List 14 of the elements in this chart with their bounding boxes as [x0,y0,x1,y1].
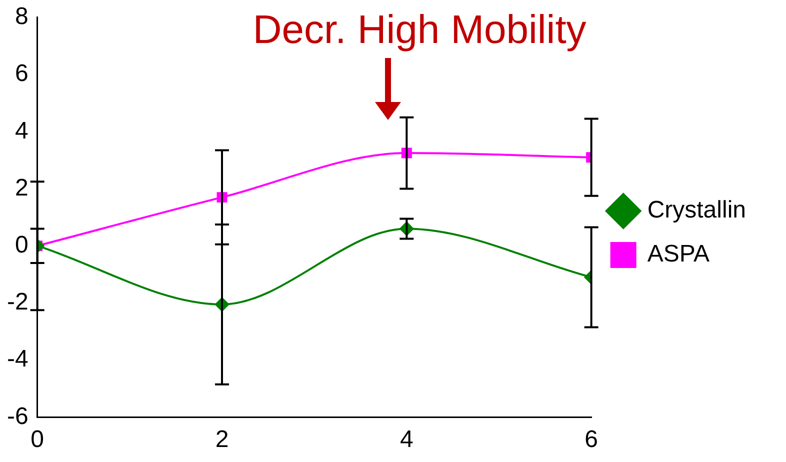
y-tick-label: -6 [6,402,28,430]
x-tick-label: 2 [215,426,229,454]
legend-label: Crystallin [647,196,746,224]
y-tick-label: -4 [6,346,28,373]
y-tick-label: 6 [14,60,28,88]
y-tick-label: 2 [14,174,28,202]
y-tick-label: -2 [6,288,28,316]
legend-label: ASPA [647,240,710,268]
y-tick-label: 4 [14,117,28,144]
y-tick-label: 0 [14,231,28,258]
y-tick-label: 8 [14,3,28,30]
x-tick-label: 6 [584,426,598,454]
x-tick-label: 4 [400,426,414,454]
annotation: Decr. High Mobility [252,8,586,52]
